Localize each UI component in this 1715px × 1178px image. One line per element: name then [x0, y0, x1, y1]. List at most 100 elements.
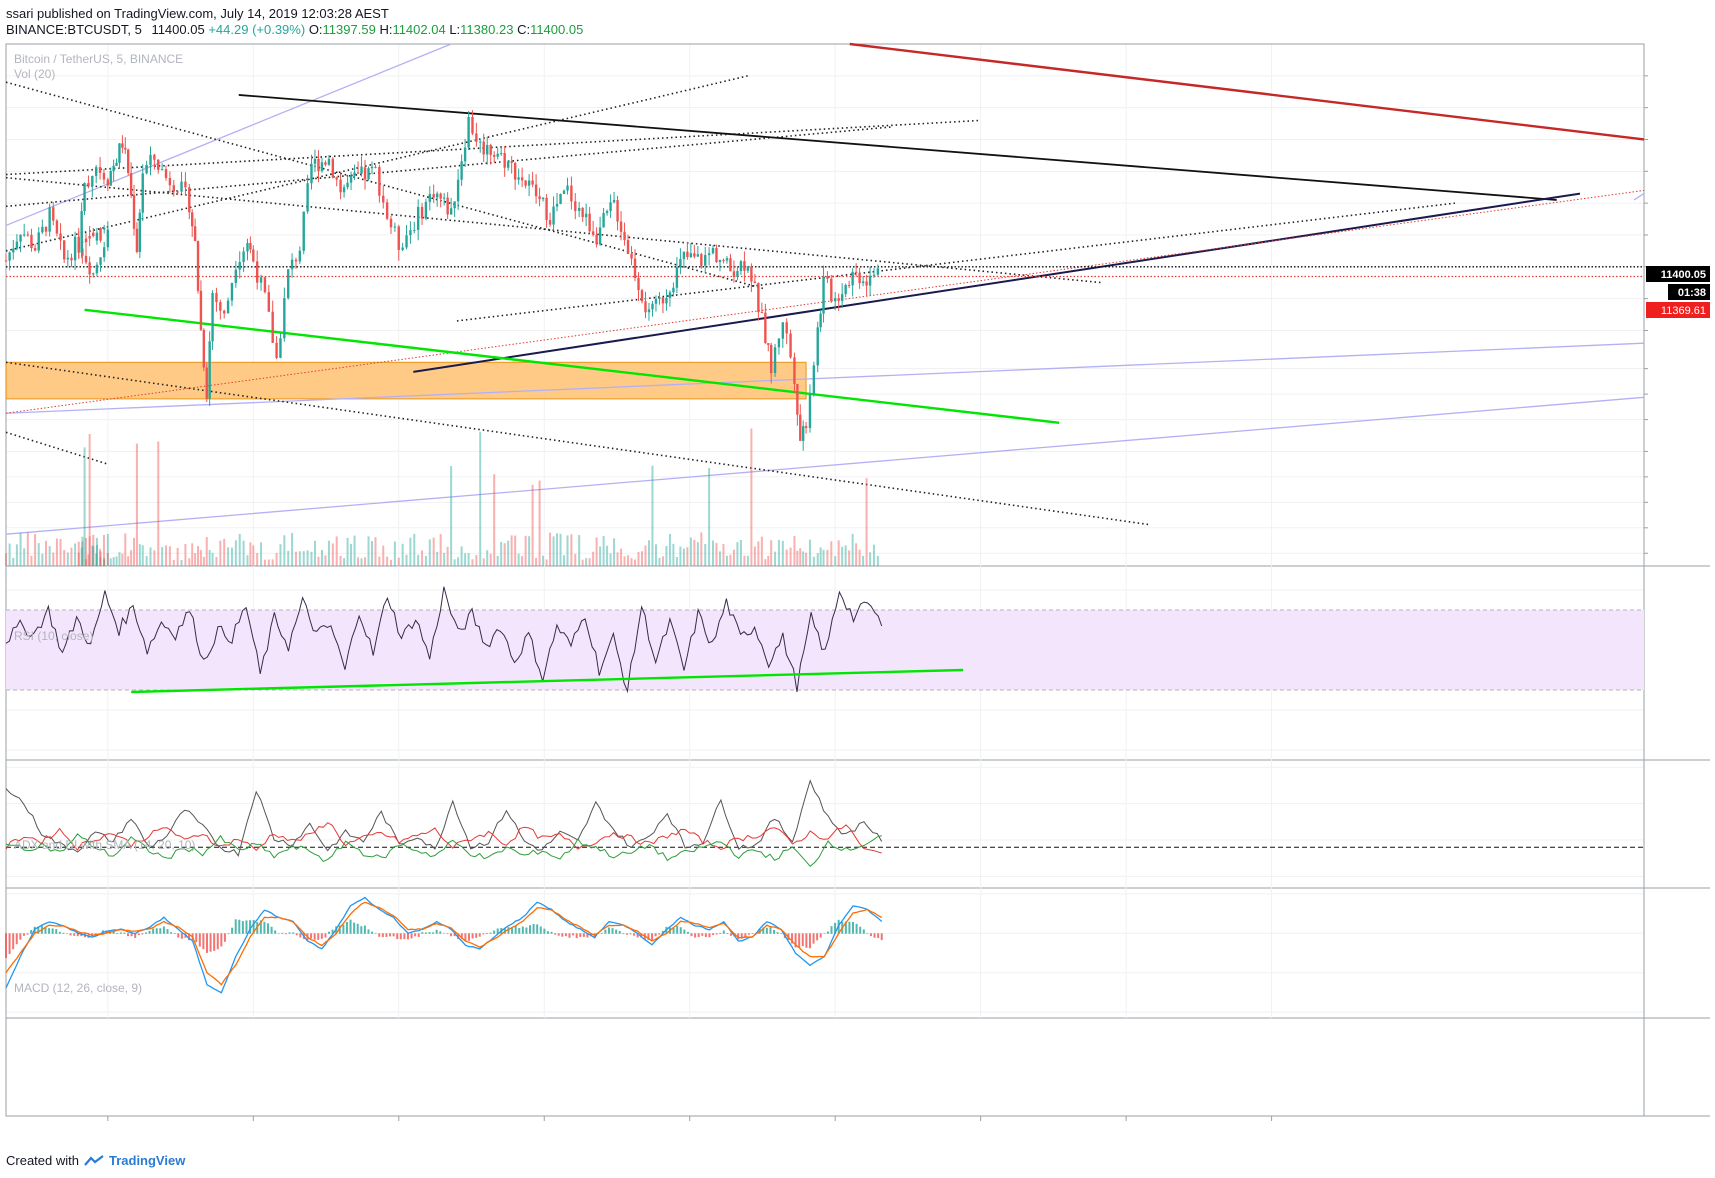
candle-body [62, 240, 66, 260]
volume-bar [588, 558, 591, 566]
volume-bar [133, 537, 136, 566]
macd-histogram-bar [776, 932, 779, 934]
candle-body [129, 172, 133, 196]
candle-body [872, 274, 876, 276]
price-change: +44.29 (+0.39%) [208, 22, 306, 37]
candle-body [416, 206, 420, 230]
high-value: 11402.04 [392, 22, 446, 37]
chart-frame [5, 43, 1645, 1117]
candle-body [520, 177, 524, 181]
volume-bar [592, 551, 595, 566]
macd-histogram-bar [686, 931, 689, 934]
candle-body [682, 251, 686, 260]
macd-histogram-bar [593, 933, 596, 939]
macd-histogram-bar [694, 933, 697, 938]
volume-bar [374, 537, 377, 566]
tradingview-logo-icon[interactable] [83, 1154, 105, 1168]
candle-body [19, 234, 22, 242]
macd-histogram-bar [582, 933, 585, 937]
candle-body [591, 231, 595, 235]
macd-pane[interactable] [5, 896, 883, 994]
volume-bar [138, 544, 141, 566]
rsi-band [6, 610, 1644, 690]
candle-body [335, 177, 338, 180]
macd-histogram-bar [794, 933, 797, 948]
candle-body [385, 202, 389, 219]
candle-body [822, 276, 825, 314]
rsi-pane[interactable] [5, 586, 1644, 694]
volume-bar [613, 538, 616, 566]
candle-body [168, 178, 172, 186]
volume-bar [145, 556, 148, 566]
candle-body [651, 303, 654, 310]
candle-body [98, 167, 102, 173]
candle-body [665, 297, 668, 304]
level-badge-bg [1646, 302, 1710, 318]
candle-body [715, 248, 718, 263]
volume-bar [52, 552, 55, 566]
volume-bar [599, 546, 602, 566]
macd-histogram-bar [683, 929, 686, 934]
volume-bar [595, 537, 598, 566]
rising-dotted-red [5, 189, 1645, 414]
countdown-badge-bg [1668, 284, 1710, 300]
macd-histogram-bar [852, 922, 855, 934]
macd-histogram-bar [450, 933, 453, 937]
candle-body [382, 195, 385, 203]
volume-bar [208, 549, 211, 566]
macd-histogram-bar [701, 933, 704, 936]
price-pane[interactable] [4, 42, 1645, 566]
candle-body [773, 347, 777, 374]
candle-body [826, 276, 829, 279]
macd-histogram-bar [188, 933, 191, 941]
candle-body [439, 193, 442, 199]
adx-pane[interactable] [5, 779, 1644, 868]
close-value: 11400.05 [530, 22, 584, 37]
candle-body [99, 257, 102, 265]
volume-bar [822, 549, 825, 566]
macd-histogram-bar [317, 933, 320, 940]
footer-brand[interactable]: TradingView [108, 1153, 186, 1168]
volume-bar [460, 546, 463, 566]
candle-body [327, 158, 331, 165]
macd-histogram-bar [8, 933, 11, 954]
macd-histogram-bar [600, 932, 603, 934]
volume-bar [764, 559, 767, 566]
candle-body [449, 208, 453, 215]
volume-bar [386, 556, 389, 566]
volume-bar [793, 535, 796, 566]
volume-bar [263, 559, 266, 566]
volume-bar [471, 559, 474, 566]
volume-bar [77, 552, 80, 566]
candle-body [830, 278, 833, 302]
symbol-label[interactable]: BINANCE:BTCUSDT, 5 [6, 22, 142, 37]
volume-bar [453, 559, 456, 566]
candle-body [310, 163, 313, 184]
volume-bar [556, 533, 559, 566]
candle-body [686, 251, 689, 258]
candle-body [644, 301, 647, 313]
volume-bar [197, 546, 200, 566]
candles-group [4, 110, 880, 451]
macd-histogram-bar [396, 933, 399, 940]
candle-body [541, 197, 545, 200]
candle-body [612, 200, 616, 203]
macd-histogram-bar [209, 933, 212, 952]
candle-body [868, 275, 872, 286]
macd-histogram-bar [439, 931, 442, 934]
candle-body [750, 266, 753, 282]
macd-histogram-bar [604, 929, 607, 934]
candle-body [202, 329, 206, 368]
candle-body [801, 426, 805, 441]
volume-bar [858, 549, 861, 566]
volume-bar [432, 537, 435, 566]
price-axes[interactable] [107, 75, 1648, 1121]
macd-histogram-bar [234, 919, 237, 934]
macd-histogram-bar [15, 933, 18, 945]
volume-bar [382, 545, 385, 566]
volume-bar [844, 545, 847, 566]
volume-bar [283, 535, 286, 566]
volume-bar [41, 553, 44, 566]
volume-bar [869, 552, 872, 566]
